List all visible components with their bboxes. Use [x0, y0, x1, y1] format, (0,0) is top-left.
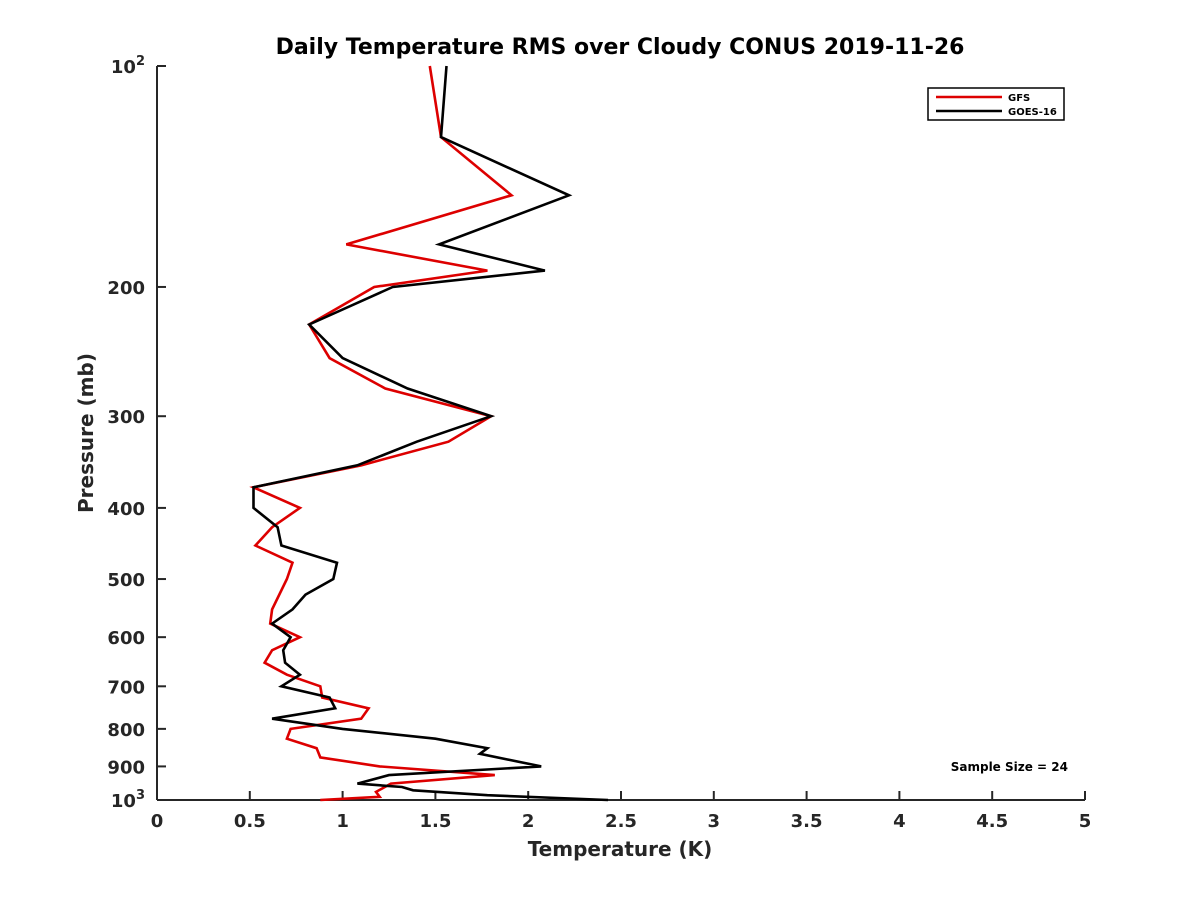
legend-entry-label: GFS [1008, 93, 1030, 104]
x-tick-label: 2 [522, 811, 535, 832]
legend-box [927, 87, 1065, 121]
y-tick-label: 300 [107, 407, 145, 428]
sample-size-annotation: Sample Size = 24 [951, 760, 1068, 774]
legend: GFS GOES-16 [927, 87, 1065, 121]
y-axis-label: Pressure (mb) [74, 353, 98, 513]
x-tick-label: 5 [1079, 811, 1092, 832]
x-axis-label: Temperature (K) [528, 837, 713, 861]
y-tick-label: 500 [107, 570, 145, 591]
x-tick-label: 0 [151, 811, 164, 832]
series-line-goes-16 [252, 65, 609, 802]
series-layer [249, 65, 609, 802]
x-tick-label: 0.5 [234, 811, 266, 832]
y-tick-label: 102 [111, 54, 145, 78]
y-tick-label: 103 [111, 788, 145, 812]
y-tick-label: 400 [107, 499, 145, 520]
legend-entry-label: GOES-16 [1008, 107, 1057, 118]
y-tick-label: 200 [107, 278, 145, 299]
chart-title: Daily Temperature RMS over Cloudy CONUS … [276, 35, 965, 60]
y-tick-label: 900 [107, 757, 145, 778]
series-line-gfs [249, 65, 515, 802]
axes: 0 0.5 1 1.5 2 2.5 3 3.5 4 4.5 5 102 200 300 400 500 600 7… [107, 54, 1091, 832]
x-tick-label: 3 [708, 811, 721, 832]
x-tick-label: 2.5 [605, 811, 637, 832]
x-tick-label: 4.5 [976, 811, 1008, 832]
y-tick-label: 600 [107, 628, 145, 649]
x-tick-label: 1.5 [419, 811, 451, 832]
y-tick-label: 800 [107, 720, 145, 741]
x-tick-label: 1 [336, 811, 349, 832]
x-tick-label: 3.5 [791, 811, 823, 832]
x-tick-label: 4 [893, 811, 906, 832]
y-tick-label: 700 [107, 677, 145, 698]
